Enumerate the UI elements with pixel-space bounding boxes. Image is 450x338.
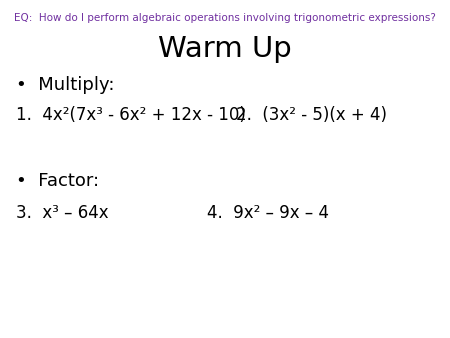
Text: •  Factor:: • Factor: bbox=[16, 172, 99, 190]
Text: EQ:  How do I perform algebraic operations involving trigonometric expressions?: EQ: How do I perform algebraic operation… bbox=[14, 13, 436, 23]
Text: •  Multiply:: • Multiply: bbox=[16, 76, 114, 94]
Text: 1.  4x²(7x³ - 6x² + 12x - 10): 1. 4x²(7x³ - 6x² + 12x - 10) bbox=[16, 106, 246, 124]
Text: 2.  (3x² - 5)(x + 4): 2. (3x² - 5)(x + 4) bbox=[236, 106, 387, 124]
Text: Warm Up: Warm Up bbox=[158, 35, 292, 64]
Text: 4.  9x² – 9x – 4: 4. 9x² – 9x – 4 bbox=[207, 204, 329, 222]
Text: 3.  x³ – 64x: 3. x³ – 64x bbox=[16, 204, 108, 222]
